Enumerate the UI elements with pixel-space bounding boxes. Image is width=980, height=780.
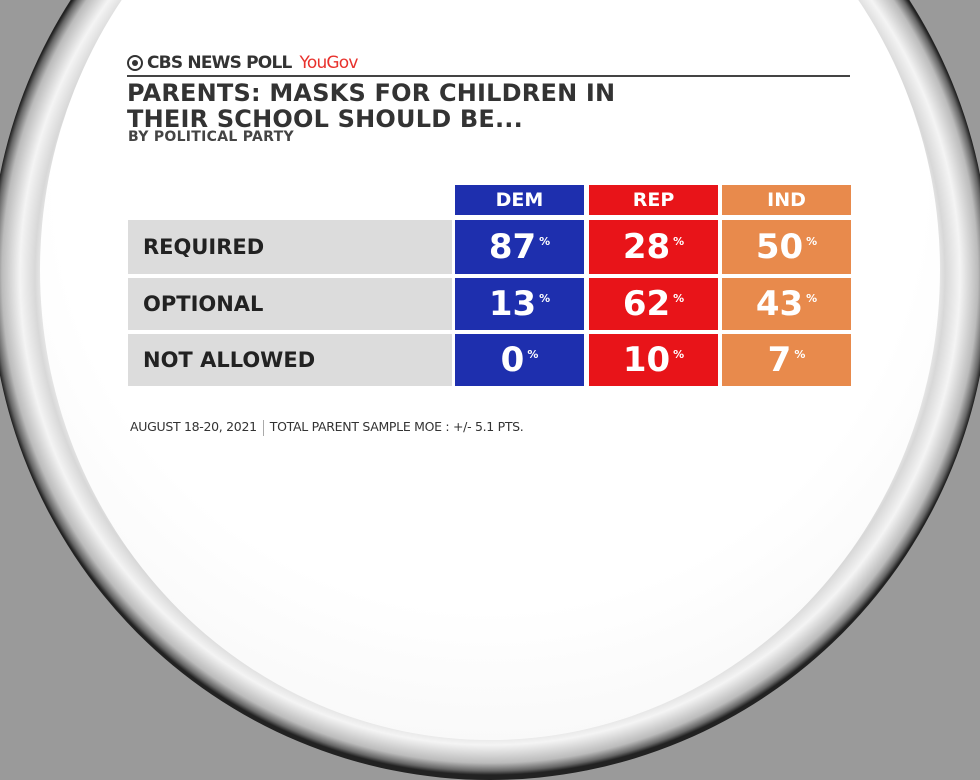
column-header-ind: IND [722,185,851,215]
row-label: NOT ALLOWED [128,334,452,386]
value-cell: 0% [455,334,584,386]
value-cell: 62% [589,278,718,330]
divider [127,75,850,77]
footer: AUGUST 18-20, 2021 TOTAL PARENT SAMPLE MO… [130,419,524,436]
value-cell: 13% [455,278,584,330]
brand: CBS NEWS POLL YouGov [127,53,358,73]
value-cell: 10% [589,334,718,386]
percent-sign: % [673,234,685,248]
percent-sign: % [806,234,818,248]
brand-partner: YouGov [299,53,359,73]
value-label: 7 [767,340,792,380]
cbs-eye-icon [127,55,143,71]
poll-date: AUGUST 18-20, 2021 [130,419,257,434]
margin-of-error: TOTAL PARENT SAMPLE MOE : +/- 5.1 PTS. [269,419,524,434]
percent-sign: % [673,291,685,305]
value-cell: 50% [722,220,851,274]
value-label: 13 [488,284,537,324]
value-label: 50 [755,227,804,267]
brand-network: CBS NEWS POLL [147,53,292,73]
value-cell: 87% [455,220,584,274]
value-label: 0 [500,340,525,380]
separator [262,419,264,436]
value-label: 10 [622,340,671,380]
row-label: REQUIRED [128,220,452,274]
value-cell: 28% [589,220,718,274]
value-label: 28 [622,227,671,267]
percent-sign: % [794,347,806,361]
chart-subtitle: BY POLITICAL PARTY [128,129,294,145]
value-label: 43 [755,284,804,324]
value-cell: 43% [722,278,851,330]
row-label: OPTIONAL [128,278,452,330]
value-label: 87 [488,227,537,267]
percent-sign: % [673,347,685,361]
value-cell: 7% [722,334,851,386]
percent-sign: % [806,291,818,305]
percent-sign: % [539,291,551,305]
value-label: 62 [622,284,671,324]
chart-title: PARENTS: MASKS FOR CHILDREN IN THEIR SCH… [127,79,616,133]
percent-sign: % [527,347,539,361]
percent-sign: % [539,234,551,248]
column-header-dem: DEM [455,185,584,215]
column-header-rep: REP [589,185,718,215]
